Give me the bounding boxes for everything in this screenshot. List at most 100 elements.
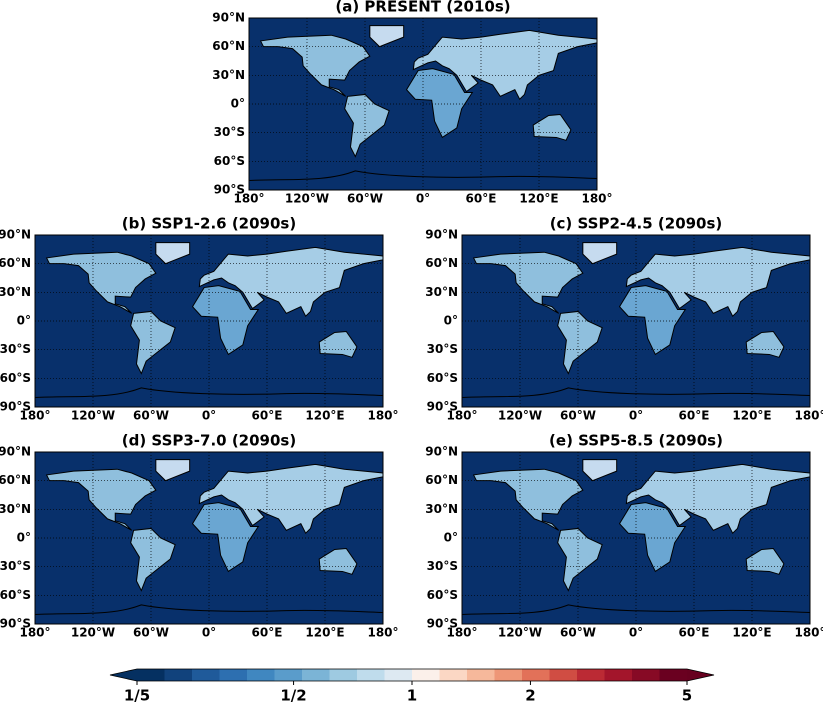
map-frame xyxy=(461,234,811,408)
colorbar-segment xyxy=(604,669,633,681)
x-tick-label: 0° xyxy=(202,409,216,423)
x-tick-label: 60°W xyxy=(133,626,169,640)
colorbar-tick-label: 1/2 xyxy=(280,687,306,704)
x-tick-label: 120°W xyxy=(498,626,542,640)
colorbar-extend-high xyxy=(687,669,714,681)
y-tick-label: 90°N xyxy=(212,11,245,25)
x-tick-label: 180° xyxy=(367,409,398,423)
x-tick-label: 120°E xyxy=(305,409,344,423)
x-tick-label: 0° xyxy=(202,626,216,640)
x-tick-label: 180° xyxy=(581,192,612,206)
x-tick-label: 0° xyxy=(416,192,430,206)
y-tick-label: 90°S xyxy=(427,400,458,414)
panel-title: (b) SSP1-2.6 (2090s) xyxy=(122,215,296,233)
y-tick-label: 90°N xyxy=(425,228,458,242)
x-tick-label: 120°E xyxy=(732,409,771,423)
panel-title: (a) PRESENT (2010s) xyxy=(335,0,510,16)
y-tick-label: 60°N xyxy=(212,39,245,53)
x-tick-label: 60°E xyxy=(679,409,710,423)
colorbar-segment xyxy=(192,669,220,681)
colorbar-tick-label: 5 xyxy=(682,687,692,704)
colorbar-segment xyxy=(384,669,413,681)
map-panel: 180° 120°W 60°W 0° 60°E 120°E 180° 90°N 60°N 30°N… xyxy=(0,432,399,640)
y-tick-label: 90°N xyxy=(425,445,458,459)
x-tick-label: 0° xyxy=(629,409,643,423)
x-tick-label: 180° xyxy=(446,409,477,423)
x-tick-label: 60°E xyxy=(679,626,710,640)
y-tick-label: 90°S xyxy=(0,400,31,414)
y-tick-label: 90°S xyxy=(427,617,458,631)
y-tick-label: 60°N xyxy=(0,256,31,270)
x-tick-label: 180° xyxy=(367,626,398,640)
y-tick-label: 90°S xyxy=(0,617,31,631)
x-tick-label: 60°E xyxy=(252,409,283,423)
map-frame xyxy=(461,451,811,625)
x-tick-label: 60°E xyxy=(252,626,283,640)
colorbar-extend-low xyxy=(110,669,137,681)
y-tick-label: 0° xyxy=(444,314,458,328)
y-tick-label: 60°S xyxy=(427,371,458,385)
map-panel: 180° 120°W 60°W 0° 60°E 120°E 180° 90°N 60°N 30°N… xyxy=(212,0,612,206)
x-tick-label: 180° xyxy=(446,626,477,640)
y-tick-label: 30°S xyxy=(427,559,458,573)
map-panel: 180° 120°W 60°W 0° 60°E 120°E 180° 90°N 60°N 30°N… xyxy=(0,215,399,423)
x-tick-label: 60°W xyxy=(560,626,596,640)
colorbar-segment xyxy=(494,669,523,681)
map-frame xyxy=(34,451,384,625)
y-tick-label: 0° xyxy=(444,531,458,545)
x-tick-label: 120°W xyxy=(285,192,329,206)
x-tick-label: 120°E xyxy=(305,626,344,640)
colorbar-segment xyxy=(274,669,303,681)
y-tick-label: 0° xyxy=(17,531,31,545)
y-tick-label: 90°N xyxy=(0,445,31,459)
x-tick-label: 120°W xyxy=(498,409,542,423)
colorbar-segment xyxy=(357,669,385,681)
colorbar-segment xyxy=(439,669,468,681)
x-tick-label: 120°E xyxy=(519,192,558,206)
y-tick-label: 30°N xyxy=(425,502,458,516)
x-tick-label: 0° xyxy=(629,626,643,640)
map-frame xyxy=(248,17,598,191)
x-tick-label: 60°W xyxy=(133,409,169,423)
panel-title: (c) SSP2-4.5 (2090s) xyxy=(550,215,723,233)
colorbar-tick-label: 2 xyxy=(525,687,535,704)
y-tick-label: 60°N xyxy=(425,256,458,270)
y-tick-label: 30°N xyxy=(212,68,245,82)
map-panel: 180° 120°W 60°W 0° 60°E 120°E 180° 90°N 60°N 30°N… xyxy=(425,432,823,640)
x-tick-label: 180° xyxy=(19,626,50,640)
y-tick-label: 30°N xyxy=(0,285,31,299)
colorbar-segment xyxy=(467,669,495,681)
y-tick-label: 0° xyxy=(231,97,245,111)
y-tick-label: 30°S xyxy=(0,342,31,356)
x-tick-label: 180° xyxy=(794,626,823,640)
y-tick-label: 60°N xyxy=(0,473,31,487)
colorbar: 1/5 1/2 1 2 5 xyxy=(109,668,715,705)
y-tick-label: 60°S xyxy=(427,588,458,602)
y-tick-label: 0° xyxy=(17,314,31,328)
x-tick-label: 120°W xyxy=(71,626,115,640)
colorbar-segment xyxy=(219,669,248,681)
x-tick-label: 120°W xyxy=(71,409,115,423)
colorbar-tick-label: 1/5 xyxy=(124,687,150,704)
colorbar-segment xyxy=(522,669,550,681)
x-tick-label: 120°E xyxy=(732,626,771,640)
x-tick-label: 180° xyxy=(19,409,50,423)
y-tick-label: 60°N xyxy=(425,473,458,487)
colorbar-segment xyxy=(412,669,440,681)
y-tick-label: 90°S xyxy=(214,183,245,197)
colorbar-tick-label: 1 xyxy=(407,687,417,704)
colorbar-segment xyxy=(632,669,660,681)
colorbar-segment xyxy=(137,669,165,681)
y-tick-label: 30°N xyxy=(425,285,458,299)
panel-title: (e) SSP5-8.5 (2090s) xyxy=(549,432,723,450)
x-tick-label: 180° xyxy=(794,409,823,423)
x-tick-label: 60°W xyxy=(560,409,596,423)
colorbar-segment xyxy=(549,669,578,681)
map-frame xyxy=(34,234,384,408)
y-tick-label: 30°S xyxy=(0,559,31,573)
y-tick-label: 60°S xyxy=(214,154,245,168)
y-tick-label: 60°S xyxy=(0,371,31,385)
y-tick-label: 60°S xyxy=(0,588,31,602)
y-tick-label: 30°N xyxy=(0,502,31,516)
